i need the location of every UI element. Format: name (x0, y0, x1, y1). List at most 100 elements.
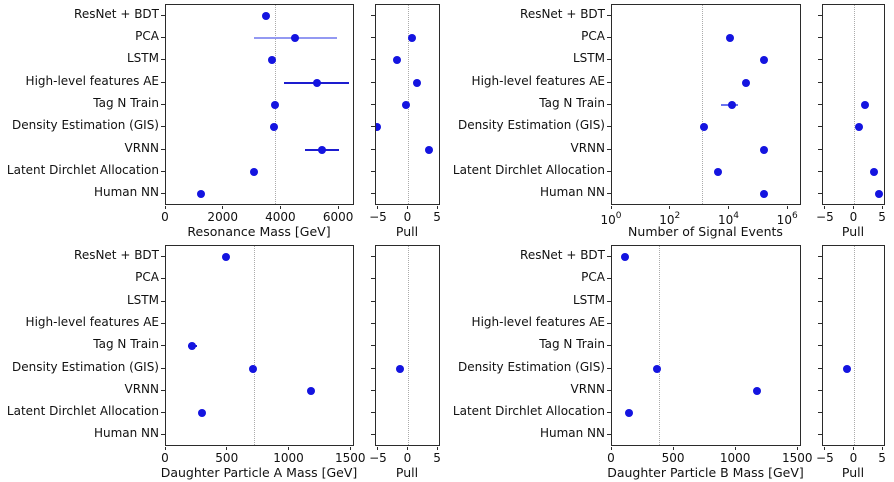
axes-pull-daughter-a-mass (374, 245, 440, 446)
pull-axis-label: Pull (395, 223, 419, 239)
data-point (842, 364, 851, 373)
xtick-mark (853, 205, 854, 209)
ytick-mark (370, 367, 375, 369)
data-point (753, 386, 762, 395)
ytick-mark (817, 300, 822, 302)
ytick-mark (160, 412, 165, 414)
ytick-mark (370, 171, 375, 172)
ytick-mark (817, 278, 822, 280)
category-label: Human NN (93, 426, 159, 441)
data-point (760, 56, 769, 65)
xtick-label: 500 (215, 450, 239, 465)
pull-axis-label: Pull (395, 464, 419, 480)
xtick-label: 500 (661, 450, 685, 465)
xtick-label: 1500 (781, 450, 813, 465)
ytick-mark (160, 14, 165, 16)
xtick-label: 1000 (719, 450, 751, 465)
zero-line (854, 246, 855, 445)
ytick-mark (817, 367, 822, 369)
category-label: ResNet + BDT (74, 6, 159, 21)
ytick-mark (606, 389, 611, 391)
ytick-mark (606, 300, 611, 302)
category-label: Tag N Train (93, 96, 159, 110)
ytick-mark (160, 126, 165, 128)
axes-pull-daughter-b-mass (821, 245, 885, 446)
pull-axis-label: Pull (841, 464, 865, 480)
data-point (699, 123, 708, 132)
xtick-mark (377, 205, 379, 209)
ytick-mark (606, 37, 611, 38)
category-label: ResNet + BDT (520, 6, 605, 21)
ytick-mark (160, 300, 165, 302)
xtick-label: −5 (816, 209, 834, 224)
data-point (318, 145, 327, 154)
xtick-label: 0 (607, 450, 615, 465)
category-label: PCA (581, 270, 605, 285)
data-point (413, 78, 422, 87)
data-point (188, 342, 197, 351)
xtick-label: 5 (433, 450, 441, 465)
ytick-mark (370, 300, 375, 302)
ytick-mark (160, 104, 165, 105)
ytick-mark (606, 126, 611, 128)
ytick-mark (370, 37, 375, 38)
ytick-mark (606, 256, 611, 258)
ytick-mark (606, 14, 611, 16)
ytick-mark (817, 256, 822, 258)
zero-line (854, 4, 855, 204)
x-axis-label: Daughter Particle A Mass [GeV] (160, 464, 358, 480)
ytick-mark (370, 256, 375, 258)
xtick-label: 0 (161, 209, 169, 224)
pull-axis-label: Pull (841, 223, 865, 239)
xtick-label: 0 (849, 450, 858, 465)
ytick-mark (370, 104, 375, 105)
zero-line (408, 246, 409, 445)
data-point (408, 34, 417, 42)
xtick-mark (279, 205, 281, 209)
xtick-label: 5 (878, 450, 886, 465)
axes-pull-resonance-mass (374, 3, 440, 205)
ytick-mark (606, 278, 611, 280)
category-label: Density Estimation (GIS) (458, 118, 605, 133)
data-point (375, 123, 382, 132)
data-point (759, 190, 768, 199)
truth-line (658, 246, 660, 445)
xtick-mark (288, 446, 290, 450)
ytick-mark (817, 389, 822, 391)
data-point (621, 253, 630, 262)
ytick-mark (370, 434, 375, 436)
xtick-mark (164, 446, 166, 450)
xtick-label: −5 (369, 209, 387, 224)
xtick-label: 106 (776, 210, 798, 227)
data-point (270, 123, 279, 132)
ytick-mark (817, 193, 822, 195)
xtick-label: 0 (403, 450, 412, 465)
xtick-mark (610, 446, 612, 450)
category-label: ResNet + BDT (520, 248, 605, 263)
xtick-label: 104 (717, 210, 739, 227)
xtick-mark (436, 205, 438, 209)
category-label: Latent Dirchlet Allocation (6, 404, 159, 419)
ytick-mark (606, 345, 611, 347)
category-label: High-level features AE (25, 314, 159, 329)
x-axis-label: Resonance Mass [GeV] (187, 223, 331, 239)
data-point (870, 168, 879, 176)
data-point (197, 409, 206, 418)
category-label: LSTM (127, 292, 159, 307)
category-label: Latent Dirchlet Allocation (452, 404, 605, 419)
ytick-mark (370, 389, 375, 391)
ytick-mark (817, 148, 822, 150)
data-point (291, 34, 300, 42)
ytick-mark (817, 14, 822, 16)
xtick-mark (786, 205, 788, 209)
data-point (312, 78, 321, 87)
axes-main-resonance-mass (164, 3, 354, 205)
data-point (728, 101, 737, 109)
xtick-label: −5 (369, 450, 387, 465)
category-label: LSTM (573, 292, 605, 307)
ytick-mark (370, 322, 375, 324)
data-point (742, 78, 751, 87)
ytick-mark (606, 104, 611, 105)
data-point (854, 123, 863, 132)
